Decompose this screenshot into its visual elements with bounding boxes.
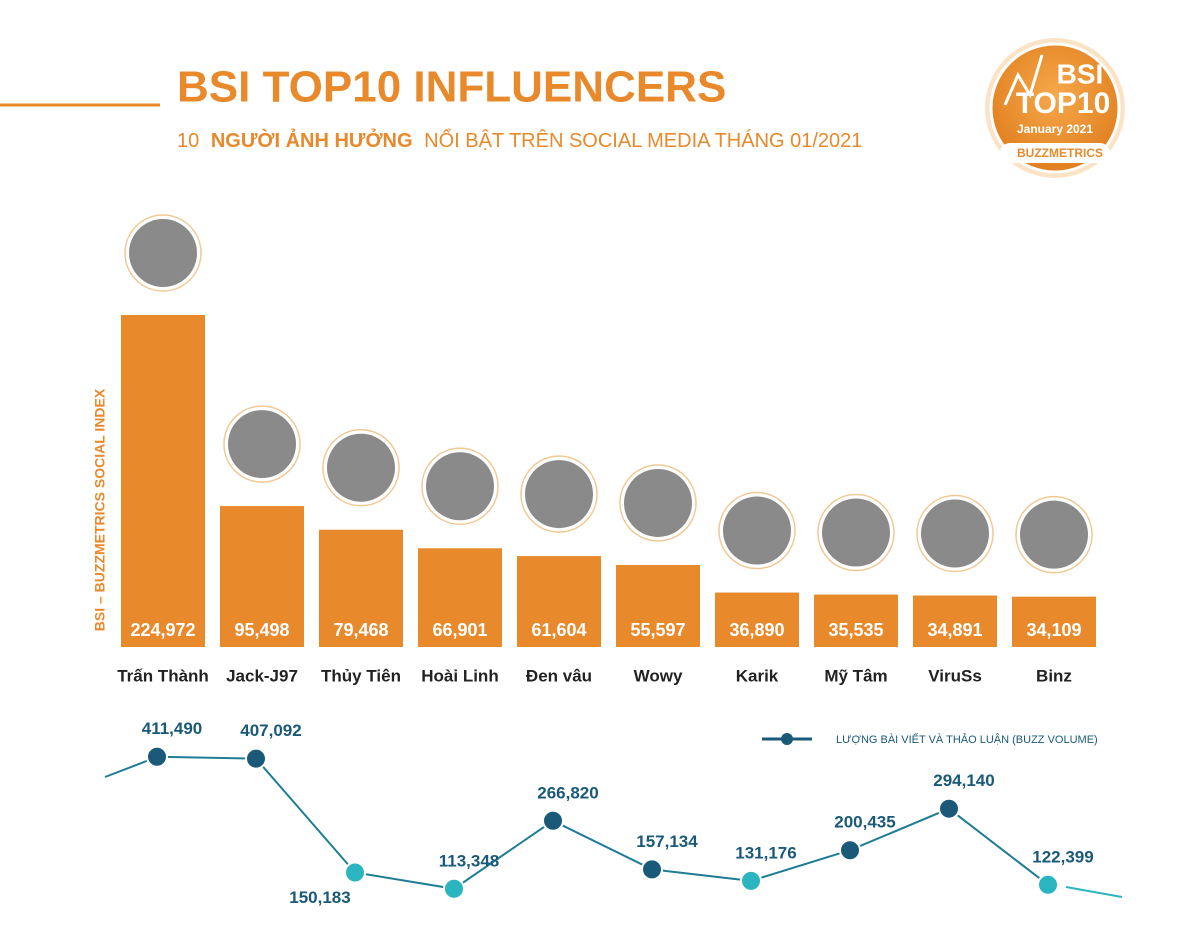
value-label: 266,820	[537, 783, 598, 802]
value-label: 407,092	[240, 721, 301, 740]
avatar	[723, 496, 791, 565]
x-tick-label: Binz	[1036, 666, 1072, 685]
badge-text: TOP10	[1016, 87, 1111, 120]
point	[245, 747, 267, 770]
x-tick-label: Jack-J97	[226, 666, 298, 685]
avatar	[129, 219, 197, 287]
x-tick-label: Karik	[736, 666, 779, 685]
bar	[913, 595, 997, 647]
value-label: 95,498	[234, 620, 289, 640]
legend-marker	[781, 733, 793, 745]
x-tick-label: Đen vâu	[526, 666, 592, 685]
y-axis-label: BSI – BUZZMETRICS SOCIAL INDEX	[92, 388, 108, 631]
avatar	[426, 452, 494, 521]
value-label: 157,134	[636, 832, 698, 851]
badge-disc	[989, 42, 1121, 174]
value-label: 131,176	[735, 843, 796, 862]
value-label: 34,891	[927, 620, 982, 640]
point	[344, 861, 366, 884]
point	[740, 869, 762, 892]
value-label: 34,109	[1026, 620, 1081, 640]
subtitle-bold: NGƯỜI ẢNH HƯỞNG	[211, 128, 413, 152]
value-label: 55,597	[630, 620, 685, 640]
bar	[517, 556, 601, 647]
chart-subtitle: 10 NGƯỜI ẢNH HƯỞNG NỔI BẬT TRÊN SOCIAL M…	[177, 128, 862, 152]
value-label: 411,490	[142, 719, 203, 738]
value-label: 224,972	[130, 620, 195, 640]
badge-icon	[1003, 54, 1044, 106]
point	[641, 858, 663, 881]
value-label: 79,468	[333, 620, 388, 640]
chart-title: BSI TOP10 INFLUENCERS	[177, 63, 726, 112]
badge-pill	[1000, 143, 1110, 163]
subtitle-part: 10	[177, 130, 199, 152]
value-label: 36,890	[729, 620, 784, 640]
avatar	[1020, 500, 1088, 569]
avatar	[822, 498, 890, 567]
avatar	[327, 433, 395, 502]
point	[146, 745, 168, 768]
badge-text: BSI	[1057, 58, 1104, 89]
bar	[220, 506, 304, 647]
point	[443, 877, 465, 900]
point	[542, 809, 564, 832]
value-label: 61,604	[531, 620, 586, 640]
x-tick-label: Wowy	[634, 666, 683, 685]
avatar	[525, 460, 593, 529]
x-tick-label: Trấn Thành	[117, 666, 209, 685]
value-label: 150,183	[289, 888, 350, 907]
bar	[715, 592, 799, 647]
point	[839, 839, 861, 862]
bar	[319, 529, 403, 647]
x-tick-label: Mỹ Tâm	[824, 666, 887, 685]
line	[156, 755, 1049, 890]
x-tick-label: Hoài Linh	[421, 666, 498, 685]
point	[938, 797, 960, 820]
x-tick-label: Thủy Tiên	[321, 666, 401, 685]
legend: LƯỢNG BÀI VIẾT VÀ THẢO LUẬN (BUZZ VOLUME…	[762, 733, 1098, 746]
bar	[814, 594, 898, 647]
bar	[418, 548, 502, 647]
avatar	[228, 410, 296, 479]
subtitle-part: NỔI BẬT TRÊN SOCIAL MEDIA THÁNG 01/2021	[424, 128, 862, 152]
value-label: 66,901	[432, 620, 487, 640]
value-label: 35,535	[828, 620, 883, 640]
legend-label: LƯỢNG BÀI VIẾT VÀ THẢO LUẬN (BUZZ VOLUME…	[836, 733, 1098, 746]
point	[1037, 873, 1059, 896]
value-label: 200,435	[834, 813, 895, 832]
line-tail	[1065, 886, 1123, 898]
bar	[121, 315, 205, 647]
badge: BSI TOP10 January 2021 BUZZMETRICS	[985, 38, 1125, 178]
bar	[616, 564, 700, 647]
badge-date: January 2021	[1017, 122, 1093, 136]
avatar	[921, 499, 989, 568]
badge-brand: BUZZMETRICS	[1017, 146, 1103, 160]
x-tick-label: ViruSs	[928, 666, 982, 685]
value-label: 294,140	[933, 771, 994, 790]
avatar	[624, 468, 692, 537]
bar	[1012, 596, 1096, 647]
value-label: 122,399	[1032, 847, 1093, 866]
value-label: 113,348	[439, 851, 500, 870]
